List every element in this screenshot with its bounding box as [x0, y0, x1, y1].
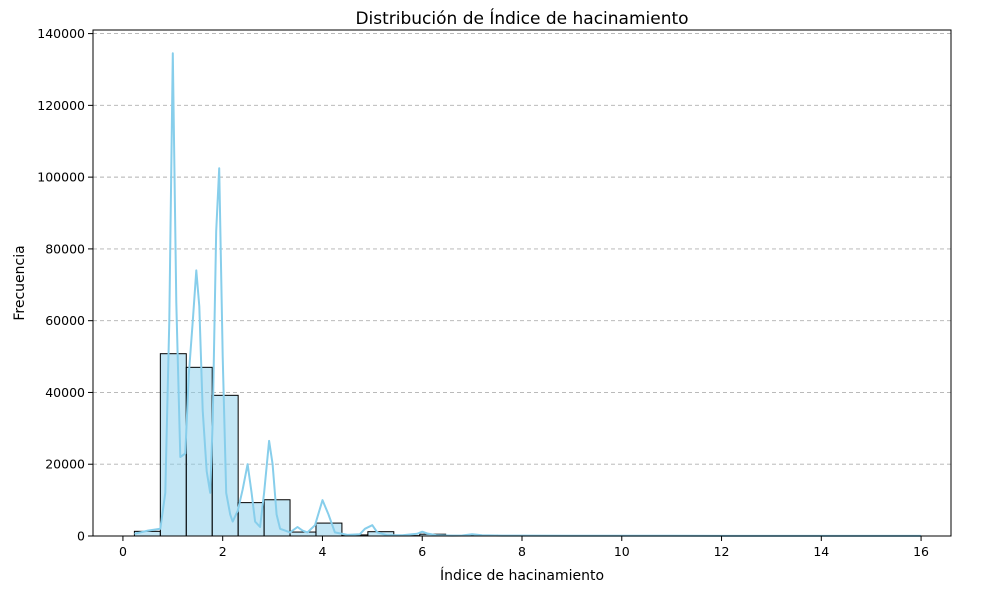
- y-tick-label: 140000: [37, 26, 85, 41]
- histogram-bar-7: [315, 522, 343, 537]
- x-axis-ticks: 0 2 4 6 8 10 12 14 16: [119, 536, 929, 559]
- y-gridlines: [93, 33, 951, 465]
- x-tick-label: 8: [518, 544, 526, 559]
- y-tick-label: 100000: [37, 170, 85, 185]
- histogram-bar-1: [159, 353, 187, 537]
- x-tick-label: 4: [318, 544, 326, 559]
- histogram-bar-2: [185, 366, 213, 537]
- x-tick-label: 16: [913, 544, 929, 559]
- chart-title: Distribución de Índice de hacinamiento: [355, 7, 688, 29]
- x-tick-label: 6: [418, 544, 426, 559]
- y-tick-label: 20000: [45, 457, 85, 472]
- x-tick-label: 14: [813, 544, 829, 559]
- histogram-bars: [133, 353, 550, 537]
- y-tick-label: 0: [77, 529, 85, 544]
- x-axis-label: Índice de hacinamiento: [440, 567, 604, 584]
- kde-curve: [134, 52, 922, 537]
- kde-curve-group: [134, 52, 922, 537]
- x-tick-label: 0: [119, 544, 127, 559]
- y-tick-label: 120000: [37, 98, 85, 113]
- y-axis-label: Frecuencia: [12, 245, 28, 320]
- x-tick-label: 10: [614, 544, 630, 559]
- y-tick-label: 60000: [45, 313, 85, 328]
- y-tick-label: 80000: [45, 241, 85, 256]
- histogram-bar-6: [289, 531, 317, 537]
- x-tick-label: 2: [219, 544, 227, 559]
- y-tick-label: 40000: [45, 385, 85, 400]
- y-axis-ticks: 0 20000 40000 60000 80000 100000 120000 140000: [37, 26, 93, 544]
- x-tick-label: 12: [714, 544, 730, 559]
